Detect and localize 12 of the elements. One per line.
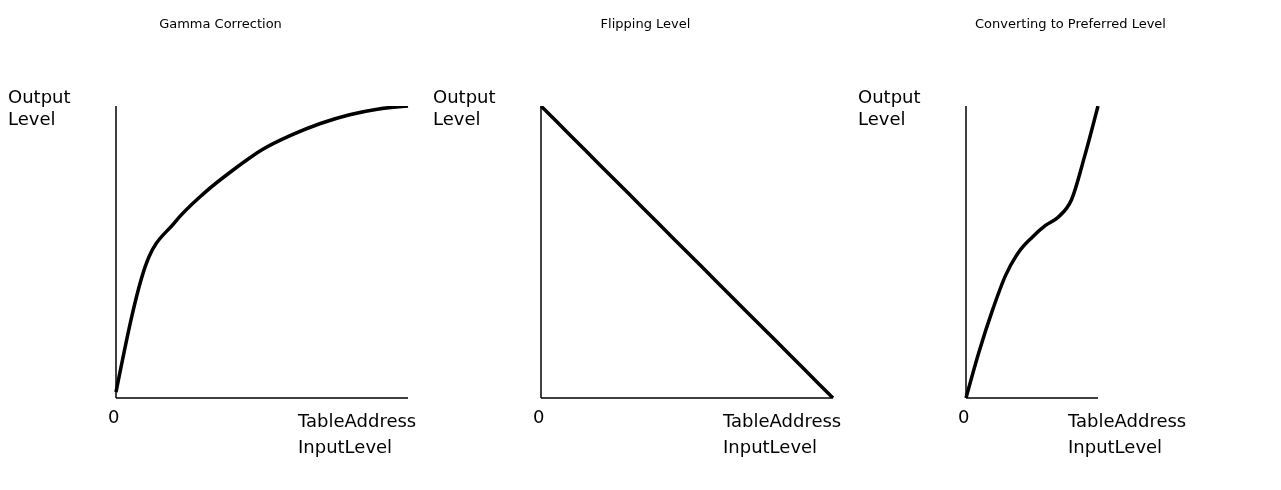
text: 0 xyxy=(108,406,120,427)
text: 0 xyxy=(533,406,545,427)
y-axis-title: Output Level xyxy=(8,86,72,130)
y-axis-title: Output Level xyxy=(433,86,497,130)
chart-title: Flipping Level xyxy=(599,16,692,31)
text: 0 xyxy=(958,406,970,427)
chart-title: Gamma Correction xyxy=(158,16,283,31)
x-axis-title: TableAddress InputLevel xyxy=(298,409,418,459)
y-axis-title: Output Level xyxy=(858,86,922,130)
x-axis-title: TableAddress InputLevel xyxy=(723,409,843,459)
x-axis-title: TableAddress InputLevel xyxy=(1068,409,1188,459)
chart-title: Converting to Preferred Level xyxy=(974,16,1167,31)
